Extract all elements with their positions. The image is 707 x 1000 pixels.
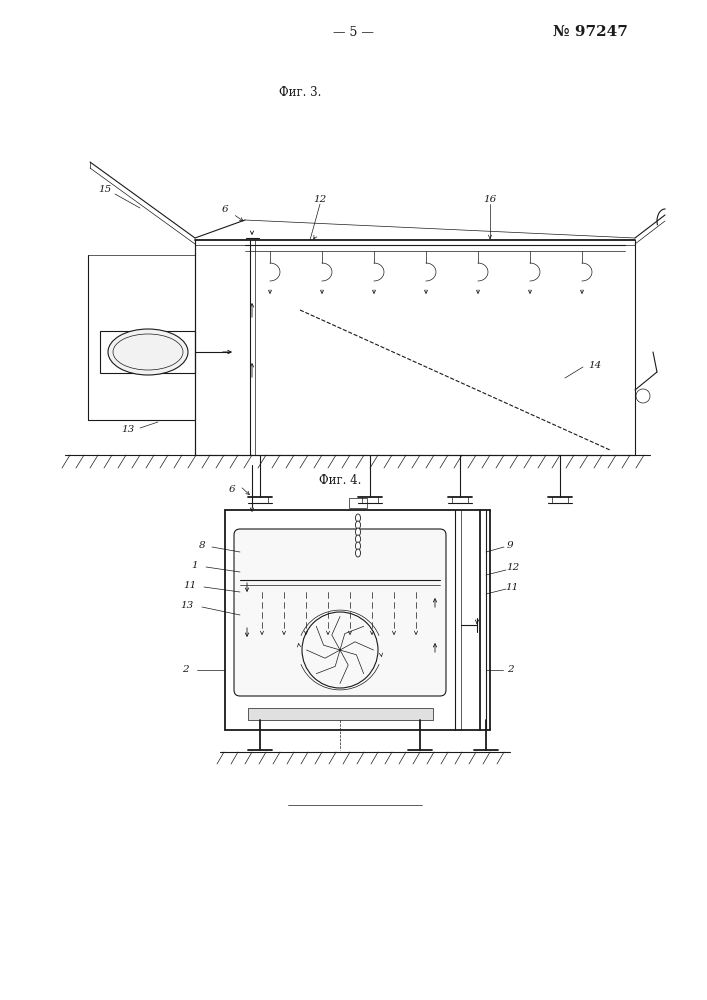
Text: 8: 8 [199,540,205,550]
Ellipse shape [356,521,361,529]
Bar [100,331,195,373]
Text: 6: 6 [228,486,235,494]
Polygon shape [348,555,368,570]
Text: 11: 11 [183,580,197,589]
Ellipse shape [356,528,361,536]
Text: 11: 11 [506,582,519,591]
Text: 16: 16 [484,196,496,205]
Text: 14: 14 [588,360,602,369]
Text: 15: 15 [98,186,112,194]
Ellipse shape [356,542,361,550]
Text: 6: 6 [222,206,228,215]
Text: 13: 13 [122,426,134,434]
Bar [248,708,433,720]
Ellipse shape [108,329,188,375]
Circle shape [636,389,650,403]
Text: — 5 —: — 5 — [332,25,373,38]
Bar [349,498,367,508]
Text: Фиг. 3.: Фиг. 3. [279,86,321,99]
FancyBboxPatch shape [234,529,446,696]
Text: 2: 2 [182,666,188,674]
Ellipse shape [356,514,361,522]
Text: 13: 13 [180,600,194,609]
Ellipse shape [356,549,361,557]
Text: Фиг. 4.: Фиг. 4. [319,474,361,487]
Text: 12: 12 [506,564,520,572]
Text: 12: 12 [313,196,327,205]
Text: 9: 9 [507,540,513,550]
Text: № 97247: № 97247 [553,25,627,39]
Text: 1: 1 [192,560,198,570]
Ellipse shape [356,535,361,543]
Text: 2: 2 [507,666,513,674]
